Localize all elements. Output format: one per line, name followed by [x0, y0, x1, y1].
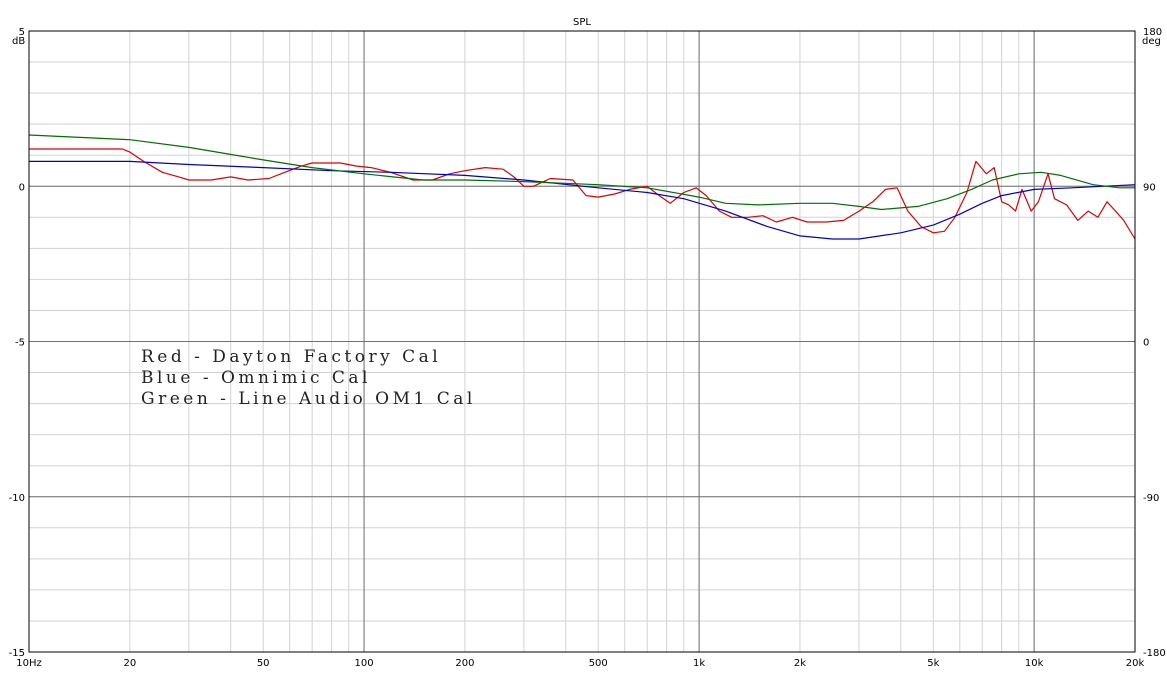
x-tick-label: 1k [693, 658, 705, 669]
y-axis-unit: dB [12, 36, 25, 47]
chart-title: SPL [573, 17, 591, 28]
x-tick-label: 200 [455, 658, 474, 669]
y-tick-label: -15 [9, 648, 25, 659]
y-tick-label: 0 [19, 182, 25, 193]
y-tick-label: -5 [15, 338, 25, 349]
y2-tick-label: 0 [1143, 338, 1149, 349]
annotation-line-3: Green - Line Audio OM1 Cal [141, 389, 476, 409]
y2-tick-label: -180 [1143, 648, 1166, 659]
x-tick-label: 5k [927, 658, 939, 669]
x-tick-label: 10k [1025, 658, 1044, 669]
series-line-2 [29, 160, 1136, 240]
x-tick-label: 10Hz [16, 658, 42, 669]
x-tick-label: 2k [794, 658, 806, 669]
x-tick-label: 50 [257, 658, 270, 669]
x-axis-ticks: 10Hz 20 50 100 200 500 1k 2k 5k 10k 20k [16, 658, 1144, 669]
annotation-line-2: Blue - Omnimic Cal [141, 368, 371, 388]
x-tick-label: 500 [589, 658, 608, 669]
y-tick-label: -10 [9, 493, 25, 504]
series-line-1 [29, 148, 1136, 240]
y-tick-label: 5 [19, 27, 25, 38]
x-tick-label: 20 [123, 658, 136, 669]
x-tick-label: 100 [355, 658, 374, 669]
y2-tick-label: 90 [1143, 182, 1156, 193]
y2-tick-label: -90 [1143, 493, 1159, 504]
plot-frame [28, 30, 1136, 653]
y-axis-ticks: 5 0 -5 -10 -15 [9, 27, 25, 659]
annotation-line-1: Red - Dayton Factory Cal [141, 347, 441, 367]
y2-tick-label: 180 [1143, 27, 1162, 38]
y2-axis-unit: deg [1142, 36, 1161, 47]
y2-axis-ticks: 180 90 0 -90 -180 [1143, 27, 1166, 659]
series-layer [28, 134, 1136, 240]
x-tick-label: 20k [1126, 658, 1145, 669]
series-line-3 [28, 134, 1135, 211]
